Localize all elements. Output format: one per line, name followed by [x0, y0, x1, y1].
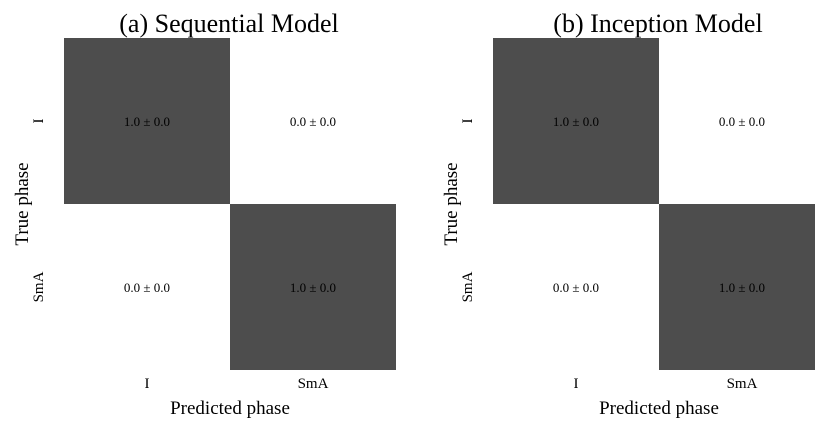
x-tick-label: SmA: [298, 376, 329, 392]
cell-value-label: 1.0 ± 0.0: [124, 114, 170, 129]
heatmap-cell: [493, 204, 659, 370]
y-axis-label: True phase: [12, 162, 33, 245]
y-tick-label: SmA: [460, 271, 476, 302]
cell-value-label: 0.0 ± 0.0: [553, 280, 599, 295]
x-tick-label: SmA: [727, 376, 758, 392]
x-tick-label: I: [574, 376, 579, 392]
heatmap-cell: [230, 204, 396, 370]
cell-value-label: 0.0 ± 0.0: [124, 280, 170, 295]
cell-value-label: 1.0 ± 0.0: [290, 280, 336, 295]
heatmap-cell: [64, 38, 230, 204]
cell-value-label: 0.0 ± 0.0: [290, 114, 336, 129]
cell-value-label: 1.0 ± 0.0: [553, 114, 599, 129]
heatmap-cell: [64, 204, 230, 370]
heatmap-cell: [493, 38, 659, 204]
heatmap-cell: [659, 38, 815, 204]
cell-value-label: 0.0 ± 0.0: [719, 114, 765, 129]
x-tick-label: I: [145, 376, 150, 392]
chart-title: (a) Sequential Model: [119, 9, 339, 38]
heatmap-cell: [230, 38, 396, 204]
x-axis-label: Predicted phase: [170, 398, 290, 419]
y-tick-label: I: [460, 119, 476, 124]
cell-value-label: 1.0 ± 0.0: [719, 280, 765, 295]
x-axis-label: Predicted phase: [599, 398, 719, 419]
y-tick-label: I: [31, 119, 47, 124]
y-axis-label: True phase: [441, 162, 462, 245]
chart-title: (b) Inception Model: [553, 9, 762, 38]
heatmap-cell: [659, 204, 815, 370]
y-tick-label: SmA: [31, 271, 47, 302]
